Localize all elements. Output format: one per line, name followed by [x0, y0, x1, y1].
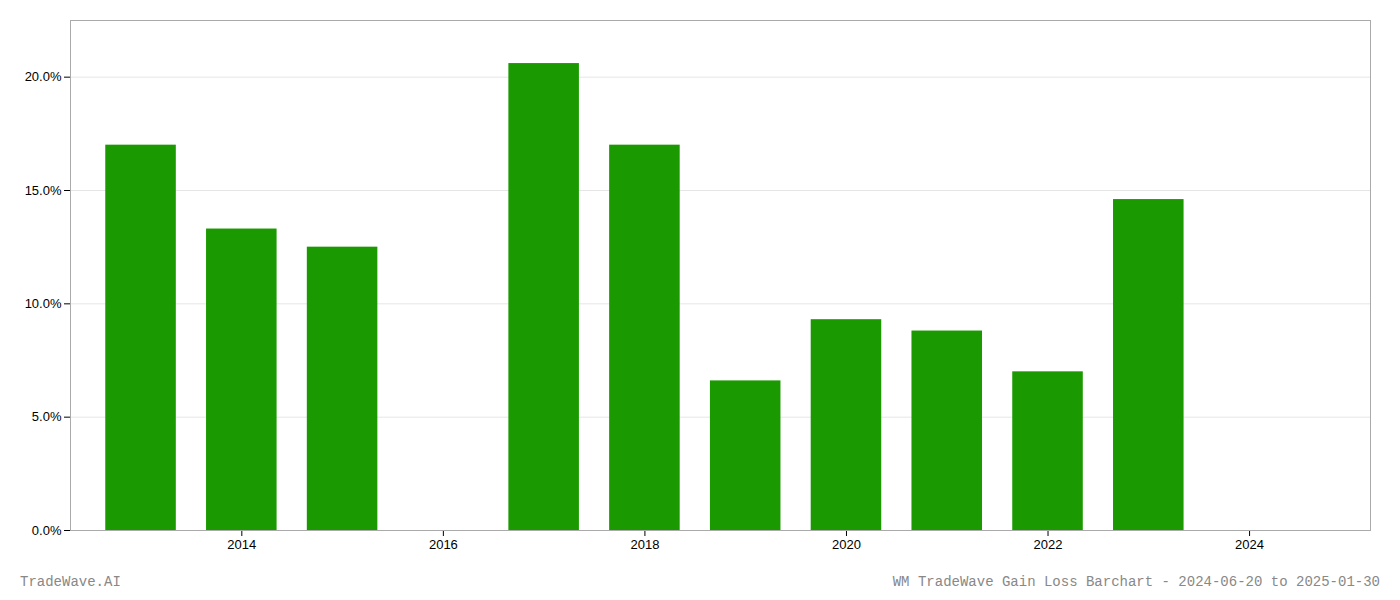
svg-text:15.0%: 15.0%	[25, 183, 62, 198]
html-text:WM TradeWave Gain Loss Barchar: WM TradeWave Gain Loss Barchart - 2024-0…	[892, 574, 1380, 590]
svg-text:2024: 2024	[1235, 537, 1264, 552]
svg-text:20.0%: 20.0%	[25, 69, 62, 84]
svg-text:10.0%: 10.0%	[25, 296, 62, 311]
svg-text:2014: 2014	[227, 537, 256, 552]
html-text:TradeWave.AI: TradeWave.AI	[20, 574, 121, 590]
svg-text:5.0%: 5.0%	[32, 409, 62, 424]
svg-text:0.0%: 0.0%	[32, 523, 62, 538]
svg-text:2016: 2016	[429, 537, 458, 552]
svg-text:2018: 2018	[630, 537, 659, 552]
svg-text:2022: 2022	[1034, 537, 1063, 552]
svg-text:2020: 2020	[832, 537, 861, 552]
